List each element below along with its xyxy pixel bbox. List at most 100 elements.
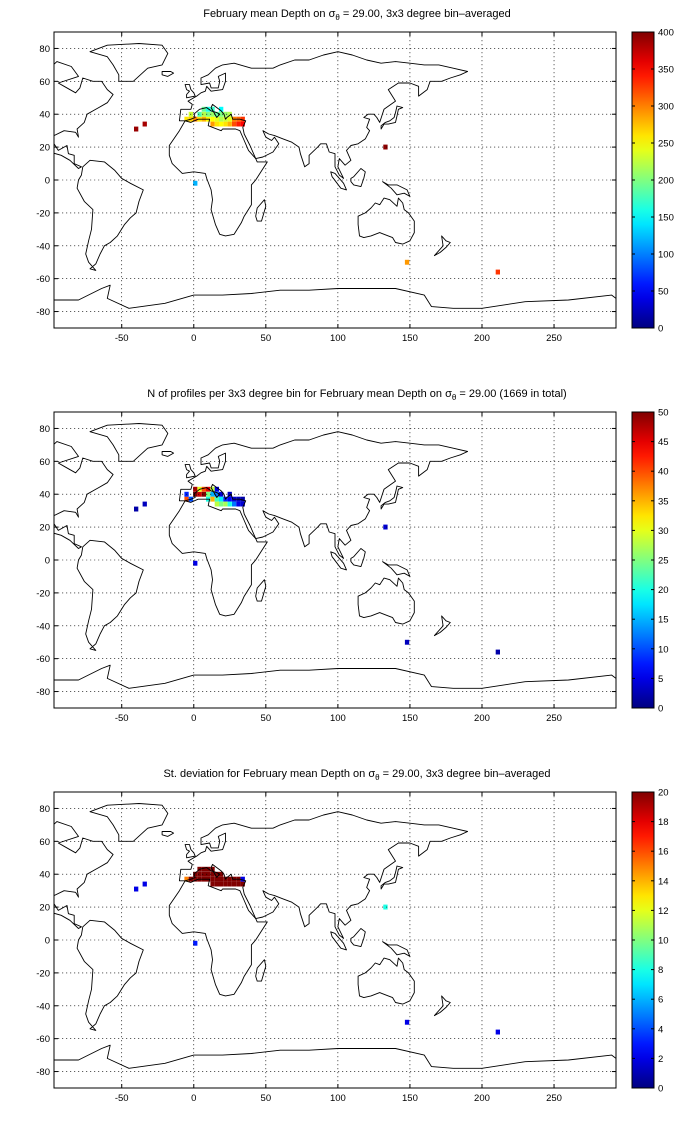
bin-cell	[240, 121, 245, 127]
bin-cell	[219, 111, 224, 117]
x-tick-label: 200	[474, 1093, 490, 1104]
x-tick-label: 250	[546, 1093, 562, 1104]
colorbar-tick-label: 12	[658, 906, 669, 917]
colorbar-tick-label: 300	[658, 102, 674, 113]
bin-cell	[214, 121, 219, 127]
x-tick-label: -50	[115, 713, 129, 724]
x-tick-label: -50	[115, 333, 129, 344]
coastline-britain	[184, 844, 196, 859]
bin-cell	[214, 111, 219, 117]
coastline-greenland	[89, 803, 169, 842]
colorbar-tick-label: 10	[658, 936, 669, 947]
coastline-antarctica	[54, 284, 616, 328]
colorbar: 400 350 300 250 200 150 100 50 0	[631, 28, 674, 335]
bin-cell	[201, 866, 206, 872]
bin-cell	[236, 881, 241, 887]
title-sym: σ	[329, 8, 336, 20]
colorbar-gradient	[631, 31, 655, 329]
x-tick-label: 50	[261, 1093, 272, 1104]
bin-cell	[210, 116, 215, 122]
coastline-australia	[357, 577, 415, 625]
bin-cell	[404, 1019, 410, 1025]
bin-cell	[197, 111, 202, 117]
bin-cell	[193, 180, 198, 186]
map-plot-area	[54, 412, 616, 708]
map-chart: St. deviation for February mean Depth on…	[36, 768, 669, 1104]
coastline-north-america	[54, 441, 114, 549]
title-sub: θ	[452, 393, 457, 402]
colorbar-tick-label: 25	[658, 556, 669, 567]
y-tick-label: -60	[36, 1034, 50, 1045]
bin-cell	[223, 111, 228, 117]
bin-cell	[184, 116, 189, 122]
y-tick-label: 80	[39, 804, 50, 815]
bin-cell	[142, 501, 147, 507]
coastline-africa	[168, 118, 268, 237]
bin-cell	[219, 106, 224, 112]
y-tick-label: 60	[39, 457, 50, 468]
coastline-sumatra	[330, 171, 347, 191]
colorbar-tick-label: 250	[658, 139, 674, 150]
bin-cell	[201, 491, 206, 497]
bin-cell	[219, 876, 224, 882]
bin-cell	[193, 876, 198, 882]
coastline-eurasia	[178, 431, 469, 559]
bin-cell	[206, 106, 211, 112]
y-tick-label: -60	[36, 654, 50, 665]
map-title: February mean Depth on σθ = 29.00, 3x3 d…	[203, 8, 511, 22]
map-plot-area	[54, 792, 616, 1088]
colorbar-gradient	[631, 411, 655, 709]
mean-depth-map-panel: February mean Depth on σθ = 29.00, 3x3 d…	[0, 0, 696, 380]
bin-cell	[240, 496, 245, 502]
colorbar-tick-label: 10	[658, 644, 669, 655]
x-tick-label: 200	[474, 713, 490, 724]
colorbar-tick-label: 2	[658, 1054, 663, 1065]
bin-cell	[383, 144, 388, 150]
colorbar-tick-label: 0	[658, 704, 663, 715]
coastline-borneo	[350, 168, 366, 188]
colorbar-tick-label: 35	[658, 496, 669, 507]
y-tick-label: 20	[39, 523, 50, 534]
x-tick-label: 0	[191, 713, 196, 724]
bin-cell	[227, 881, 232, 887]
colorbar-tick-label: 45	[658, 437, 669, 448]
bin-cell	[219, 121, 224, 127]
coastline-antarctica	[54, 1044, 616, 1088]
bin-cell	[210, 496, 215, 502]
colorbar-tick-label: 20	[658, 788, 669, 799]
bin-cell	[232, 881, 237, 887]
title-post: = 29.00 (1669 in total)	[456, 388, 566, 400]
bin-cell	[197, 491, 202, 497]
y-tick-label: -20	[36, 968, 50, 979]
bin-cell	[184, 876, 189, 882]
bin-cell	[219, 496, 224, 502]
bin-cell	[236, 501, 241, 507]
coastline-antarctica	[54, 664, 616, 708]
coastline-britain	[184, 464, 196, 479]
y-tick-label: 60	[39, 837, 50, 848]
y-tick-label: 80	[39, 44, 50, 55]
coastline-madagascar	[255, 959, 267, 982]
bin-cell	[219, 491, 224, 497]
x-tick-label: 200	[474, 333, 490, 344]
coastline-japan	[380, 865, 404, 890]
colorbar-tick-label: 18	[658, 817, 669, 828]
bin-cell	[134, 506, 139, 512]
bin-cell	[495, 269, 500, 275]
colorbar-tick-label: 8	[658, 965, 663, 976]
coastline-africa	[168, 878, 268, 997]
bin-cell	[219, 116, 224, 122]
bin-cell	[236, 121, 241, 127]
bin-cell	[193, 116, 198, 122]
x-tick-label: 100	[330, 713, 346, 724]
title-pre: February mean Depth on	[203, 8, 328, 20]
colorbar-tick-label: 200	[658, 176, 674, 187]
bin-cell	[206, 866, 211, 872]
coastline-africa	[168, 498, 268, 617]
coastline-australia	[357, 957, 415, 1005]
title-post: = 29.00, 3x3 degree bin–averaged	[380, 768, 551, 780]
bin-cell	[210, 871, 215, 877]
x-tick-label: 50	[261, 713, 272, 724]
y-tick-label: -80	[36, 307, 50, 318]
bin-cell	[240, 116, 245, 122]
